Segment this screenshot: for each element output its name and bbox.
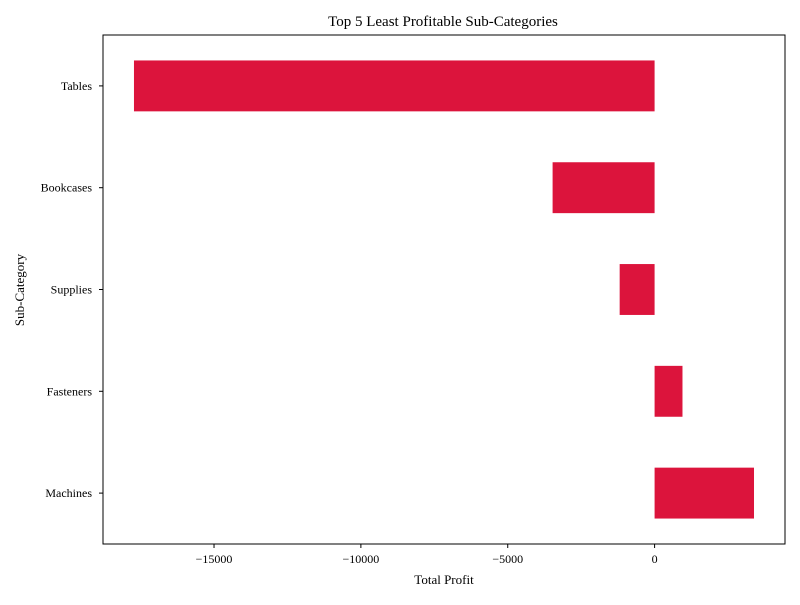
bar-machines	[654, 467, 755, 519]
x-ticks-layer: −15000 −10000 −5000 0	[196, 544, 658, 566]
bar-tables	[133, 60, 655, 112]
y-tick-label: Machines	[45, 486, 92, 500]
x-tick-label: 0	[652, 552, 658, 566]
x-axis-label: Total Profit	[414, 572, 474, 587]
y-tick-label: Fasteners	[47, 384, 93, 398]
bar-bookcases	[552, 162, 655, 214]
x-tick-label: −10000	[342, 552, 379, 566]
chart-title: Top 5 Least Profitable Sub-Categories	[328, 14, 558, 30]
y-tick-label: Tables	[61, 79, 92, 93]
bars-layer	[133, 60, 755, 519]
bar-fasteners	[654, 365, 683, 417]
y-ticks-layer: Tables Bookcases Supplies Fasteners Machines	[41, 79, 103, 500]
x-tick-label: −15000	[196, 552, 233, 566]
y-tick-label: Bookcases	[41, 181, 93, 195]
x-tick-label: −5000	[492, 552, 523, 566]
bar-supplies	[619, 264, 655, 315]
y-tick-label: Supplies	[51, 283, 93, 297]
y-axis-label: Sub-Category	[12, 253, 27, 326]
